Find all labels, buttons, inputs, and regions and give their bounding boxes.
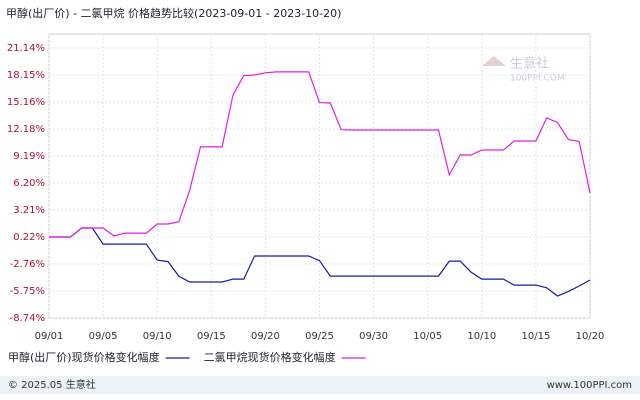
- y-tick-label: 0.22%: [13, 232, 45, 243]
- x-tick-label: 09/20: [251, 331, 280, 342]
- x-tick-label: 10/10: [467, 331, 496, 342]
- y-tick-label: -8.74%: [10, 313, 45, 324]
- footer-left: © 2025.05 生意社: [8, 378, 96, 391]
- footer-right: www.100PPI.com: [547, 380, 632, 391]
- chart-title: 甲醇(出厂价) - 二氯甲烷 价格趋势比较(2023-09-01 - 2023-…: [6, 6, 341, 20]
- watermark-logo: [482, 56, 506, 66]
- y-tick-label: 12.18%: [7, 124, 45, 135]
- x-tick-label: 10/05: [413, 331, 442, 342]
- footer-band: [0, 376, 640, 394]
- x-tick-label: 09/05: [89, 331, 118, 342]
- x-tick-label: 09/01: [35, 331, 64, 342]
- watermark: 100PPI.COM: [510, 74, 565, 84]
- y-tick-label: 21.14%: [7, 43, 45, 54]
- watermark: 生意社: [510, 56, 549, 72]
- x-tick-label: 10/20: [576, 331, 605, 342]
- y-tick-label: 9.19%: [13, 151, 45, 162]
- y-tick-label: 18.15%: [7, 70, 45, 81]
- y-tick-label: -5.75%: [10, 286, 45, 297]
- legend-label: 甲醇(出厂价)现货价格变化幅度: [8, 350, 160, 364]
- x-tick-label: 10/15: [521, 331, 550, 342]
- series-line: [49, 227, 591, 297]
- y-tick-label: 15.16%: [7, 97, 45, 108]
- y-tick-label: 3.21%: [13, 205, 45, 216]
- y-tick-label: 6.20%: [13, 178, 45, 189]
- series-line: [49, 71, 591, 238]
- y-tick-label: -2.76%: [10, 259, 45, 270]
- x-tick-label: 09/30: [359, 331, 388, 342]
- x-tick-label: 09/15: [197, 331, 226, 342]
- x-tick-label: 09/25: [305, 331, 334, 342]
- legend-label: 二氯甲烷现货价格变化幅度: [204, 350, 336, 364]
- x-tick-label: 09/10: [143, 331, 172, 342]
